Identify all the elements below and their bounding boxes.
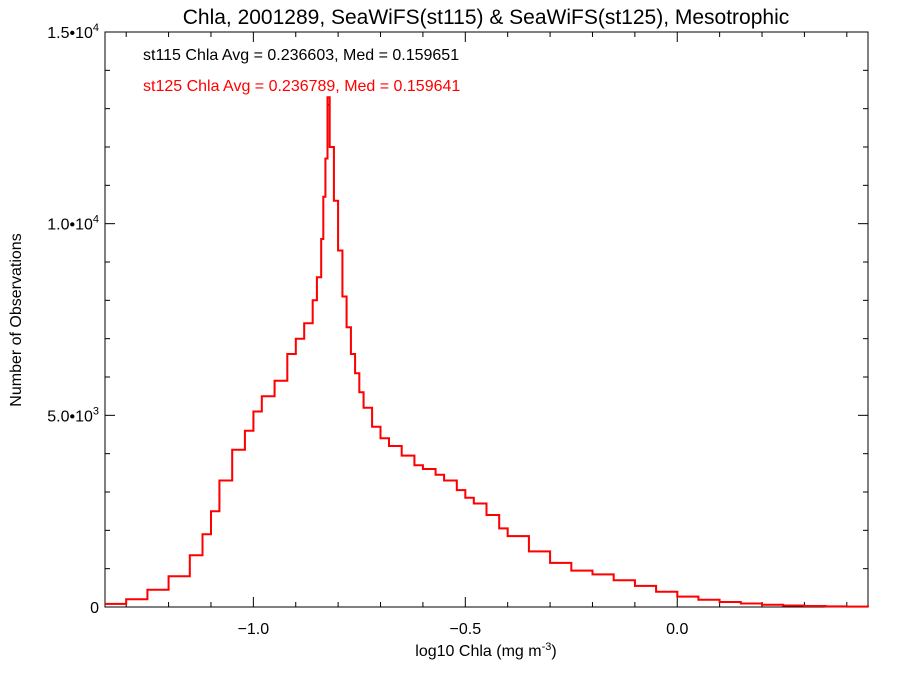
series-line-st125	[105, 96, 869, 608]
y-tick-label-exponent: 4	[93, 22, 99, 34]
series-group	[105, 96, 869, 608]
y-axis-tick-label: 1.0•104	[47, 214, 99, 234]
y-tick-label-exponent: 4	[93, 214, 99, 226]
x-axis-label-sup: -3	[542, 641, 552, 653]
y-tick-label-main: 1.5•10	[47, 25, 93, 42]
y-tick-label-main: 5.0•10	[47, 408, 93, 425]
annotation-group: st115 Chla Avg = 0.236603, Med = 0.15965…	[143, 47, 460, 95]
x-axis-tick-label: −1.0	[238, 621, 270, 638]
x-axis-tick-label: −0.5	[450, 621, 482, 638]
y-axis-tick-label: 0	[90, 600, 99, 617]
y-tick-label-exponent: 3	[93, 405, 99, 417]
y-axis-label: Number of Observations	[8, 233, 25, 406]
x-axis-label: log10 Chla (mg m-3)	[415, 641, 556, 660]
x-axis-label-tail: )	[551, 643, 556, 660]
y-axis-tick-label: 5.0•103	[47, 405, 99, 425]
y-axis-tick-label: 1.5•104	[47, 22, 99, 42]
y-tick-label-main: 0	[90, 600, 99, 617]
stats-annotation: st115 Chla Avg = 0.236603, Med = 0.15965…	[143, 47, 459, 64]
x-axis-tick-label: 0.0	[666, 621, 688, 638]
chart-title: Chla, 2001289, SeaWiFS(st115) & SeaWiFS(…	[183, 6, 790, 29]
stats-annotation: st125 Chla Avg = 0.236789, Med = 0.15964…	[143, 78, 460, 95]
plot-frame	[104, 31, 869, 608]
y-tick-label-main: 1.0•10	[47, 217, 93, 234]
x-axis-label-main: log10 Chla (mg m	[415, 643, 541, 660]
